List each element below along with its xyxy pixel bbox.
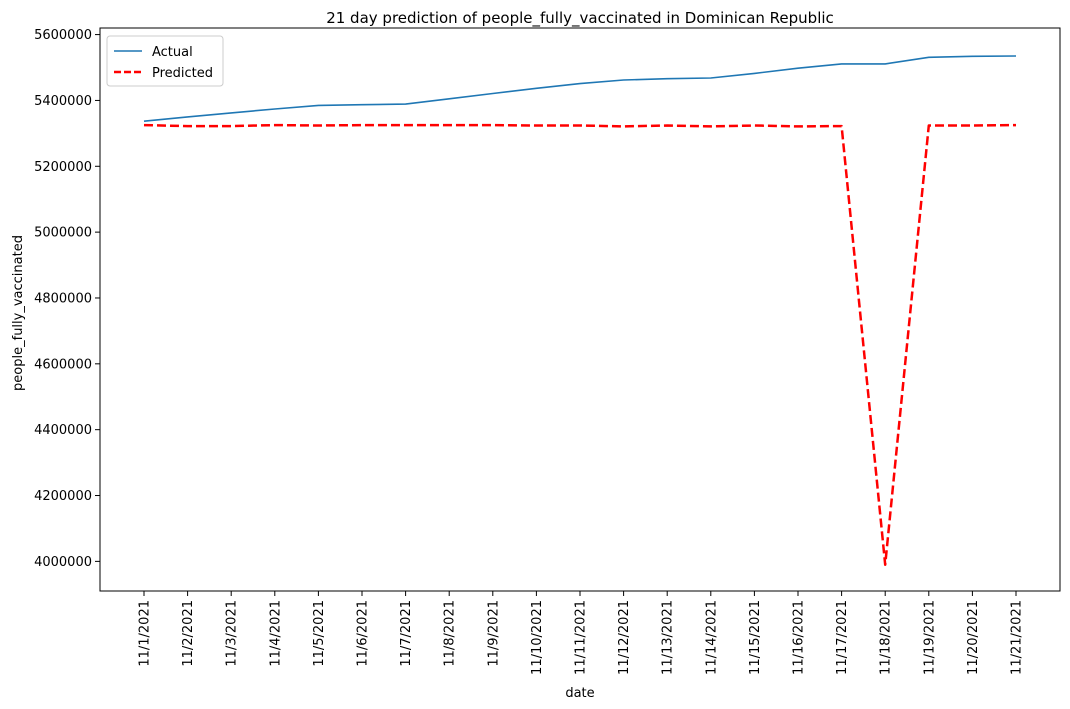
x-tick-label: 11/3/2021 (225, 600, 240, 667)
series-line-actual (143, 55, 1017, 122)
legend-box (106, 35, 224, 87)
x-tick-label: 11/7/2021 (399, 600, 414, 667)
x-tick-label: 11/2/2021 (181, 600, 196, 667)
y-tick-label: 4400000 (34, 423, 92, 438)
x-tick-label: 11/14/2021 (704, 600, 719, 675)
y-tick-label: 4600000 (34, 357, 92, 372)
x-tick-label: 11/21/2021 (1010, 600, 1025, 675)
x-tick-label: 11/20/2021 (966, 600, 981, 675)
y-tick-label: 4800000 (34, 291, 92, 306)
x-tick-label: 11/19/2021 (922, 600, 937, 675)
y-tick-label: 4200000 (34, 489, 92, 504)
x-tick-label: 11/10/2021 (530, 600, 545, 675)
x-tick-label: 11/1/2021 (138, 600, 153, 667)
y-tick-label: 5400000 (34, 94, 92, 109)
x-tick-label: 11/5/2021 (312, 600, 327, 667)
x-axis-label: date (565, 686, 594, 701)
y-axis: 4000000 4200000 4400000 4600000 4800000 50000… (34, 28, 100, 570)
series-line-predicted (143, 123, 1017, 566)
x-axis: 11/1/2021 11/2/2021 11/3/2021 11/4/2021 11/5… (138, 591, 1025, 675)
x-tick-label: 11/4/2021 (268, 600, 283, 667)
y-tick-label: 5600000 (34, 28, 92, 43)
x-tick-label: 11/16/2021 (792, 600, 807, 675)
series-layer (143, 55, 1017, 566)
x-tick-label: 11/18/2021 (879, 600, 894, 675)
legend-label-predicted: Predicted (152, 66, 213, 81)
x-tick-label: 11/11/2021 (574, 600, 589, 675)
x-tick-label: 11/17/2021 (835, 600, 850, 675)
x-tick-label: 11/9/2021 (486, 600, 501, 667)
x-tick-label: 11/8/2021 (443, 600, 458, 667)
chart-title: 21 day prediction of people_fully_vaccin… (326, 9, 834, 28)
legend: Actual Predicted (106, 35, 224, 87)
y-tick-label: 5000000 (34, 226, 92, 241)
x-tick-label: 11/12/2021 (617, 600, 632, 675)
y-axis-label: people_fully_vaccinated (11, 235, 26, 391)
x-tick-label: 11/6/2021 (356, 600, 371, 667)
y-tick-label: 5200000 (34, 160, 92, 175)
x-tick-label: 11/13/2021 (661, 600, 676, 675)
legend-label-actual: Actual (152, 45, 193, 60)
y-tick-label: 4000000 (34, 555, 92, 570)
x-tick-label: 11/15/2021 (748, 600, 763, 675)
